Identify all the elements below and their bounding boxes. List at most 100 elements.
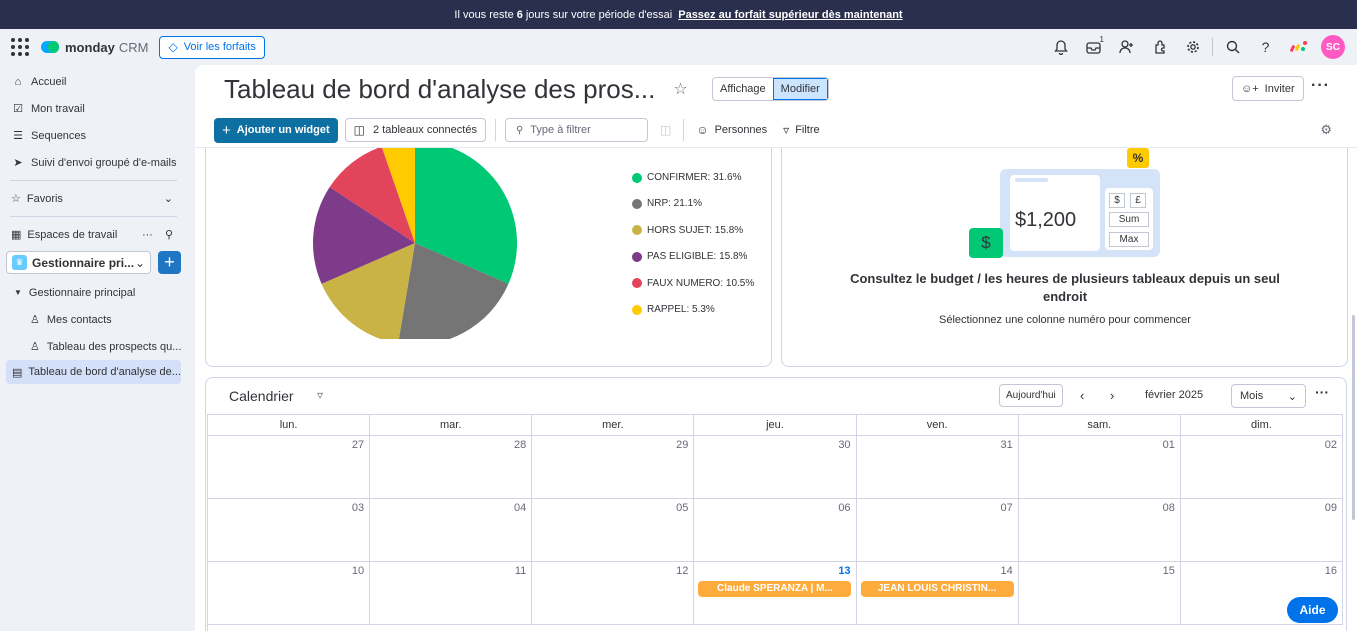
more-dots-icon[interactable]: ···	[141, 229, 153, 241]
settings-gear-icon[interactable]	[1176, 32, 1209, 62]
calendar-day-cell[interactable]: 13 Claude SPERANZA | M...	[694, 562, 857, 624]
legend-item[interactable]: CONFIRMER: 31.6%	[632, 172, 741, 183]
calendar-event[interactable]: Claude SPERANZA | M...	[698, 581, 852, 597]
calendar-more-icon[interactable]: ···	[1315, 384, 1329, 400]
sidebar-item-favorites[interactable]: ☆ Favoris ⌄	[0, 186, 187, 211]
calendar-week: 03 04 05 06 07 08 09	[208, 499, 1343, 562]
max-option: Max	[1109, 232, 1149, 247]
legend-item[interactable]: FAUX NUMERO: 10.5%	[632, 278, 754, 289]
inbox-icon[interactable]: 1	[1077, 32, 1110, 62]
search-icon[interactable]: ⚲	[164, 229, 173, 241]
calendar-day-cell[interactable]: 05	[532, 499, 695, 561]
calendar-day-cell[interactable]: 02	[1181, 436, 1343, 498]
monday-apps-icon[interactable]	[1282, 32, 1315, 62]
calendar-day-cell[interactable]: 01	[1019, 436, 1181, 498]
calendar-mode-select[interactable]: Mois ⌄	[1231, 384, 1306, 408]
sidebar-board-prospects[interactable]: ♙ Tableau des prospects qu...	[0, 333, 187, 360]
calendar-day-cell[interactable]: 29	[532, 436, 695, 498]
calendar-day-cell[interactable]: 04	[370, 499, 533, 561]
banner-text: Il vous reste	[454, 8, 514, 21]
legend-item[interactable]: HORS SUJET: 15.8%	[632, 225, 743, 236]
logo[interactable]: monday CRM	[41, 40, 148, 55]
sidebar-dashboard-active[interactable]: ▤ Tableau de bord d'analyse de...	[6, 360, 181, 384]
help-question-icon[interactable]: ?	[1261, 39, 1270, 55]
day-name: jeu.	[694, 415, 857, 435]
calendar-day-cell[interactable]: 03	[208, 499, 371, 561]
view-button[interactable]: Affichage	[720, 83, 766, 95]
day-number: 28	[514, 439, 527, 451]
sidebar-folder-main[interactable]: ▼ Gestionnaire principal	[0, 279, 187, 306]
calendar-day-cell[interactable]: 12	[532, 562, 695, 624]
pie-slice-confirmer[interactable]	[415, 148, 517, 284]
sidebar-item-my-work[interactable]: ☑ Mon travail	[0, 96, 187, 121]
see-plans-button[interactable]: ◇ Voir les forfaits	[159, 35, 265, 59]
invite-button[interactable]: ☺+ Inviter	[1232, 76, 1304, 101]
calendar-day-cell[interactable]: 07	[857, 499, 1019, 561]
chevron-left-icon[interactable]: ‹	[1080, 388, 1085, 403]
calendar-event[interactable]: JEAN LOUIS CHRISTIN...	[860, 581, 1014, 597]
calendar-day-cell[interactable]: 16	[1181, 562, 1343, 624]
pie-slice-hors-sujet[interactable]	[321, 243, 415, 339]
calendar-day-cell[interactable]: 27	[208, 436, 371, 498]
day-number: 01	[1162, 439, 1175, 451]
board-icon: ◫	[353, 123, 365, 137]
sidebar-item-home[interactable]: ⌂ Accueil	[0, 69, 187, 94]
calendar-day-cell[interactable]: 09	[1181, 499, 1343, 561]
board-label: Mes contacts	[46, 313, 112, 326]
dashboard-settings-gear-icon[interactable]: ⚙	[1320, 122, 1332, 137]
filter-button[interactable]: ▿ Filtre	[783, 123, 819, 137]
legend-item[interactable]: NRP: 21.1%	[632, 198, 702, 209]
sidebar-item-bulk-email[interactable]: ➤ Suivi d'envoi groupé d'e-mails	[0, 150, 187, 175]
workspace-dropdown[interactable]: ♛ Gestionnaire pri... ⌄	[6, 251, 151, 274]
banner-days: 6	[516, 8, 523, 21]
workspaces-icon: ▦	[11, 229, 22, 241]
funnel-icon[interactable]: ▿	[317, 388, 324, 402]
calendar-day-cell[interactable]: 11	[370, 562, 533, 624]
user-avatar[interactable]: SC	[1321, 35, 1345, 59]
search-icon[interactable]	[1216, 32, 1249, 62]
connected-boards-button[interactable]: ◫ 2 tableaux connectés	[344, 118, 486, 142]
day-number: 05	[676, 502, 689, 514]
upgrade-link[interactable]: Passez au forfait supérieur dès maintena…	[678, 8, 903, 21]
pie-slice-nrp[interactable]	[398, 243, 509, 339]
sidebar-item-sequences[interactable]: ☰ Sequences	[0, 123, 187, 148]
calendar-title[interactable]: Calendrier	[229, 388, 294, 404]
calendar-day-cell[interactable]: 10	[208, 562, 371, 624]
sidebar-item-workspaces[interactable]: ▦ Espaces de travail ··· ⚲	[0, 222, 187, 247]
today-button[interactable]: Aujourd'hui	[999, 384, 1063, 407]
favorite-star-icon[interactable]: ☆	[673, 81, 688, 98]
budget-title: Consultez le budget / les heures de plus…	[850, 271, 1280, 304]
calendar-day-cell[interactable]: 14 JEAN LOUIS CHRISTIN...	[857, 562, 1019, 624]
monday-logo-icon	[41, 41, 59, 53]
add-widget-button[interactable]: + Ajouter un widget	[214, 117, 338, 143]
calendar-day-cell[interactable]: 06	[694, 499, 857, 561]
calendar-day-cell[interactable]: 08	[1019, 499, 1181, 561]
pie-slice-rappel[interactable]	[382, 148, 415, 243]
calendar-day-cell[interactable]: 28	[370, 436, 533, 498]
scrollbar[interactable]	[1352, 315, 1355, 520]
calendar-day-cell[interactable]: 31	[857, 436, 1019, 498]
sidebar-divider	[10, 216, 177, 217]
legend-item[interactable]: RAPPEL: 5.3%	[632, 304, 715, 315]
more-options-icon[interactable]: ···	[1311, 77, 1330, 94]
invite-member-icon[interactable]	[1110, 32, 1143, 62]
edit-button[interactable]: Modifier	[772, 78, 828, 100]
sidebar-board-contacts[interactable]: ♙ Mes contacts	[0, 306, 187, 333]
help-button[interactable]: Aide	[1287, 597, 1338, 623]
legend-item[interactable]: PAS ELIGIBLE: 15.8%	[632, 251, 747, 262]
filter-input[interactable]: ⚲ Type à filtrer	[504, 118, 648, 142]
chevron-right-icon[interactable]: ›	[1110, 388, 1115, 403]
add-item-button[interactable]: +	[158, 251, 181, 274]
calendar-day-cell[interactable]: 30	[694, 436, 857, 498]
integrations-icon[interactable]	[1143, 32, 1176, 62]
calendar-day-cell[interactable]: 15	[1019, 562, 1181, 624]
pie-slice-pas-eligible[interactable]	[313, 187, 415, 284]
calendar-mode-value: Mois	[1240, 390, 1264, 402]
day-number: 11	[514, 565, 527, 577]
notifications-bell-icon[interactable]	[1044, 32, 1077, 62]
people-filter-button[interactable]: ☺ Personnes	[696, 123, 767, 137]
page-title[interactable]: Tableau de bord d'analyse des pros...	[224, 73, 656, 104]
pie-slice-faux-numero[interactable]	[329, 148, 415, 243]
save-filter-icon[interactable]: ◫	[659, 123, 672, 137]
apps-grid-icon[interactable]	[11, 38, 29, 56]
